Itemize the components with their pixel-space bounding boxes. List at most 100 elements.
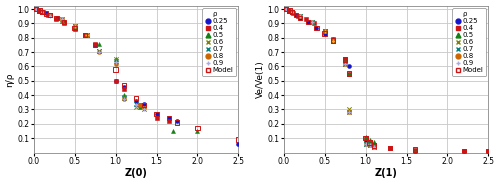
Point bbox=[40, 10, 48, 13]
Point bbox=[282, 8, 290, 11]
Point bbox=[38, 10, 46, 13]
Point bbox=[58, 18, 66, 21]
Point bbox=[460, 150, 468, 153]
Point bbox=[341, 58, 349, 61]
Point bbox=[38, 10, 46, 13]
Point bbox=[345, 72, 353, 75]
Point bbox=[288, 10, 296, 13]
Point bbox=[282, 8, 290, 11]
Point bbox=[165, 119, 173, 122]
Point bbox=[329, 39, 337, 42]
Point bbox=[32, 8, 40, 11]
Point bbox=[152, 112, 160, 115]
Point bbox=[341, 62, 349, 65]
Point bbox=[484, 150, 492, 153]
Point bbox=[32, 8, 40, 11]
Point bbox=[362, 142, 370, 145]
Point bbox=[112, 62, 120, 65]
Point bbox=[81, 33, 89, 36]
Point bbox=[120, 97, 128, 100]
Point bbox=[286, 9, 294, 12]
Point bbox=[370, 144, 378, 147]
Point bbox=[282, 8, 290, 11]
Point bbox=[329, 38, 337, 41]
Point bbox=[32, 8, 40, 11]
Point bbox=[32, 8, 40, 11]
Point bbox=[173, 121, 181, 124]
Point bbox=[132, 102, 140, 105]
Point bbox=[46, 13, 54, 16]
Point bbox=[60, 21, 68, 24]
Point bbox=[320, 29, 328, 32]
Point bbox=[329, 39, 337, 42]
Point bbox=[308, 21, 316, 24]
Point bbox=[32, 8, 40, 11]
Point bbox=[36, 9, 44, 12]
Point bbox=[296, 15, 304, 18]
Point bbox=[320, 32, 328, 35]
Point bbox=[320, 32, 328, 35]
Point bbox=[112, 58, 120, 61]
Point bbox=[83, 33, 91, 36]
Point bbox=[91, 43, 99, 46]
Point bbox=[288, 10, 296, 13]
Point bbox=[320, 29, 328, 32]
Point bbox=[152, 112, 160, 115]
Point bbox=[345, 111, 353, 114]
Point bbox=[46, 13, 54, 16]
Point bbox=[460, 150, 468, 153]
Point bbox=[60, 21, 68, 24]
Point bbox=[366, 144, 374, 147]
Point bbox=[370, 145, 378, 148]
Point bbox=[329, 39, 337, 42]
Legend: ρ, 0.25, 0.4, 0.5, 0.6, 0.7, 0.8, 0.9, Model: ρ, 0.25, 0.4, 0.5, 0.6, 0.7, 0.8, 0.9, M… bbox=[202, 8, 236, 76]
Point bbox=[58, 19, 66, 22]
Point bbox=[112, 61, 120, 64]
Point bbox=[341, 62, 349, 65]
Point bbox=[345, 72, 353, 75]
Point bbox=[296, 16, 304, 19]
Y-axis label: η/ρ: η/ρ bbox=[6, 72, 15, 87]
Point bbox=[83, 33, 91, 36]
Point bbox=[70, 25, 78, 28]
Point bbox=[58, 18, 66, 21]
Point bbox=[120, 94, 128, 97]
Legend: ρ, 0.25, 0.4, 0.5, 0.6, 0.7, 0.8, 0.9, Model: ρ, 0.25, 0.4, 0.5, 0.6, 0.7, 0.8, 0.9, M… bbox=[452, 8, 486, 76]
Point bbox=[136, 104, 144, 107]
Point bbox=[410, 150, 418, 153]
Point bbox=[132, 105, 140, 108]
Point bbox=[112, 68, 120, 71]
Point bbox=[366, 138, 374, 141]
Point bbox=[140, 108, 148, 111]
Point bbox=[132, 104, 140, 107]
Point bbox=[91, 42, 99, 45]
Point bbox=[288, 10, 296, 13]
Point bbox=[234, 138, 242, 141]
Point bbox=[140, 107, 148, 109]
Point bbox=[288, 10, 296, 13]
Point bbox=[36, 9, 44, 12]
Point bbox=[120, 85, 128, 88]
Point bbox=[58, 19, 66, 22]
Point bbox=[296, 15, 304, 18]
Point bbox=[341, 62, 349, 65]
Point bbox=[194, 130, 202, 132]
Point bbox=[320, 29, 328, 32]
Point bbox=[83, 33, 91, 36]
Point bbox=[341, 59, 349, 62]
Point bbox=[140, 104, 148, 107]
Point bbox=[370, 145, 378, 148]
Point bbox=[345, 111, 353, 114]
Point bbox=[484, 150, 492, 153]
Point bbox=[329, 39, 337, 42]
Point bbox=[308, 21, 316, 24]
Point bbox=[296, 16, 304, 19]
Point bbox=[194, 127, 202, 130]
Point bbox=[386, 147, 394, 150]
Point bbox=[120, 88, 128, 91]
Point bbox=[165, 117, 173, 120]
Point bbox=[46, 13, 54, 16]
Point bbox=[81, 33, 89, 36]
Point bbox=[32, 8, 40, 11]
Point bbox=[366, 141, 374, 144]
